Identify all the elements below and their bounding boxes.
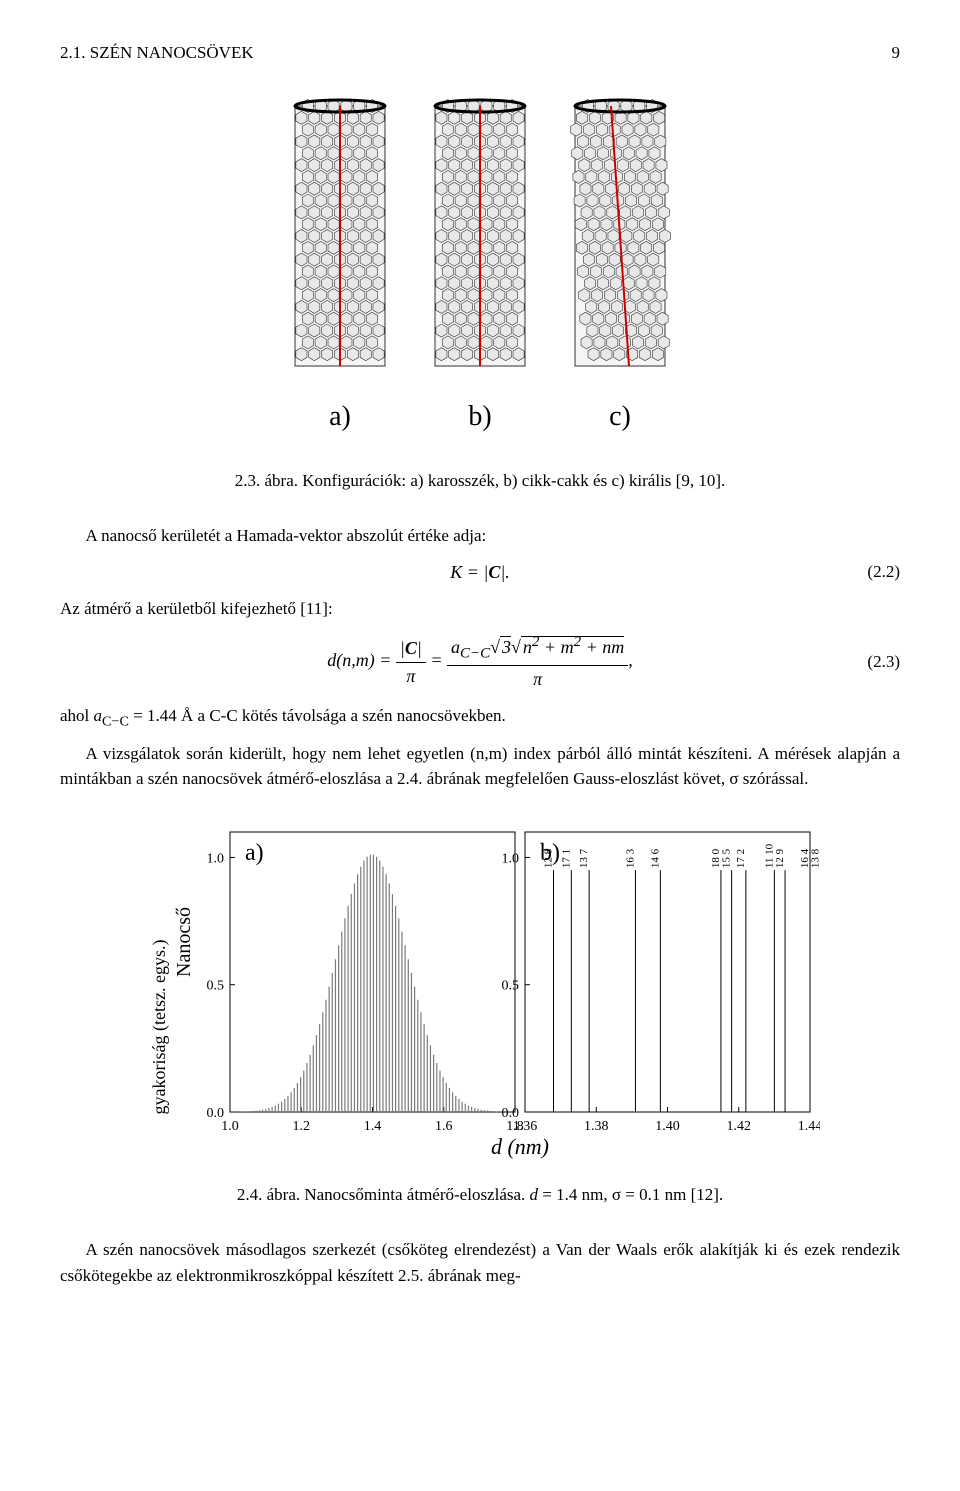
- svg-text:12 9: 12 9: [774, 848, 786, 868]
- para-diameter: Az átmérő a kerületből kifejezhető [11]:: [60, 596, 900, 622]
- svg-text:Nanocső: Nanocső: [173, 907, 195, 977]
- figure-2-3-caption: 2.3. ábra. Konfigurációk: a) karosszék, …: [60, 468, 900, 494]
- para-secondary: A szén nanocsövek másodlagos szerkezét (…: [60, 1237, 900, 1288]
- figure-2-3: a) b) c): [60, 96, 900, 438]
- svg-text:1.38: 1.38: [584, 1119, 609, 1134]
- nanotube-icon: [420, 96, 540, 406]
- svg-text:a): a): [245, 840, 264, 866]
- svg-text:12 8: 12 8: [543, 848, 555, 868]
- page-number: 9: [892, 40, 901, 66]
- svg-text:1.6: 1.6: [435, 1119, 453, 1134]
- equation-2-3: d(n,m) = |C|π = aC−C√3√n2 + m2 + nm π , …: [60, 631, 900, 693]
- svg-text:1.0: 1.0: [502, 851, 520, 866]
- para-hamada: A nanocső kerületét a Hamada-vektor absz…: [60, 523, 900, 549]
- svg-text:1.44: 1.44: [798, 1119, 820, 1134]
- svg-text:15 5: 15 5: [721, 848, 733, 868]
- svg-text:1.2: 1.2: [293, 1119, 311, 1134]
- svg-text:1.0: 1.0: [221, 1119, 239, 1134]
- svg-text:1.40: 1.40: [655, 1119, 680, 1134]
- eq-2-3-body: d(n,m) = |C|π = aC−C√3√n2 + m2 + nm π ,: [327, 631, 632, 693]
- tube-label: b): [468, 396, 491, 438]
- figure-2-4: gyakoriság (tetsz. egys.)Nanocsőa)0.00.5…: [60, 822, 900, 1162]
- svg-text:14 6: 14 6: [649, 848, 661, 868]
- figure-2-4-caption: 2.4. ábra. Nanocsőminta átmérő-eloszlása…: [60, 1182, 900, 1208]
- section-title: 2.1. SZÉN NANOCSÖVEK: [60, 40, 254, 66]
- distribution-chart: gyakoriság (tetsz. egys.)Nanocsőa)0.00.5…: [140, 822, 820, 1162]
- svg-text:0.5: 0.5: [207, 978, 225, 993]
- svg-text:17 2: 17 2: [735, 849, 747, 868]
- eq-2-2-body: K = |C|.: [450, 559, 510, 586]
- svg-text:0.5: 0.5: [502, 978, 520, 993]
- svg-text:gyakoriság (tetsz. egys.): gyakoriság (tetsz. egys.): [149, 939, 170, 1114]
- eq-2-2-number: (2.2): [867, 559, 900, 585]
- page-header: 2.1. SZÉN NANOCSÖVEK 9: [60, 40, 900, 66]
- tube-label: a): [329, 396, 351, 438]
- para-gauss: A vizsgálatok során kiderült, hogy nem l…: [60, 741, 900, 792]
- svg-text:1.42: 1.42: [727, 1119, 752, 1134]
- svg-text:13 7: 13 7: [578, 848, 590, 868]
- svg-text:1.4: 1.4: [364, 1119, 382, 1134]
- equation-2-2: K = |C|. (2.2): [60, 559, 900, 586]
- svg-text:1.0: 1.0: [207, 851, 225, 866]
- eq-2-3-number: (2.3): [867, 649, 900, 675]
- svg-text:13 8: 13 8: [810, 848, 820, 868]
- nanotube-icon: [280, 96, 400, 406]
- svg-text:1.36: 1.36: [513, 1119, 538, 1134]
- svg-text:17 1: 17 1: [560, 849, 572, 868]
- svg-text:d (nm): d (nm): [491, 1134, 549, 1159]
- svg-text:16 3: 16 3: [624, 848, 636, 868]
- tube-label: c): [609, 396, 631, 438]
- nanotube-icon: [560, 96, 680, 406]
- para-bond-length: ahol aC−C = 1.44 Å a C-C kötés távolsága…: [60, 703, 900, 733]
